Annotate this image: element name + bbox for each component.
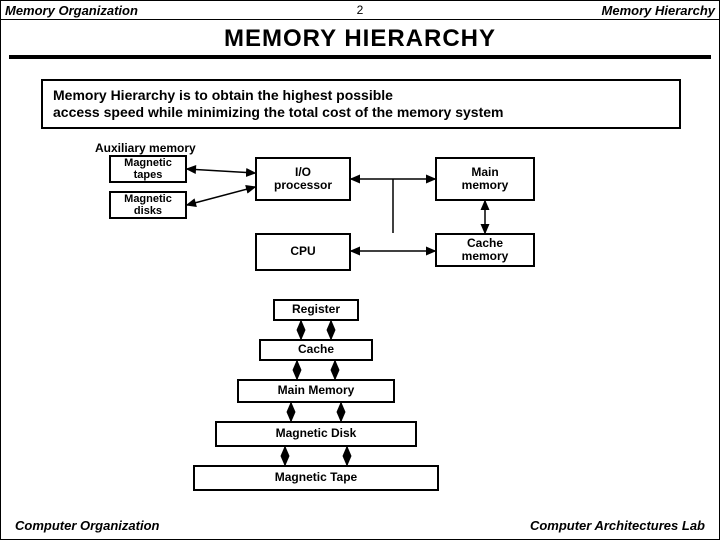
node-register: Register [273, 299, 359, 321]
footer-right: Computer Architectures Lab [530, 518, 705, 533]
node-magnetic-tapes: Magnetictapes [109, 155, 187, 183]
node-cpu: CPU [255, 233, 351, 271]
footer-left: Computer Organization [15, 518, 159, 533]
node-cache: Cache [259, 339, 373, 361]
node-io-processor: I/Oprocessor [255, 157, 351, 201]
description-box: Memory Hierarchy is to obtain the highes… [41, 79, 681, 129]
node-magnetic-disks: Magneticdisks [109, 191, 187, 219]
node-cache-memory: Cachememory [435, 233, 535, 267]
header-left: Memory Organization [5, 3, 138, 18]
title-underline [9, 55, 711, 59]
header-rule [1, 19, 719, 20]
node-main-memory: Mainmemory [435, 157, 535, 201]
node-magnetic-disk-pyramid: Magnetic Disk [215, 421, 417, 447]
node-magnetic-tape-pyramid: Magnetic Tape [193, 465, 439, 491]
slide-title: MEMORY HIERARCHY [1, 25, 719, 53]
auxiliary-label: Auxiliary memory [95, 141, 196, 155]
header-page-number: 2 [357, 3, 364, 17]
node-main-memory-pyramid: Main Memory [237, 379, 395, 403]
header-right: Memory Hierarchy [602, 3, 715, 18]
slide-page: Memory Organization 2 Memory Hierarchy M… [0, 0, 720, 540]
